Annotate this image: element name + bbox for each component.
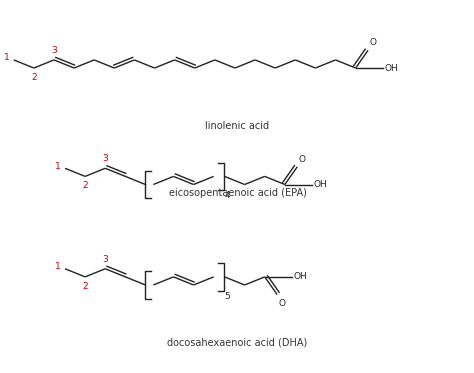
Text: 1: 1 <box>55 262 61 271</box>
Text: linolenic acid: linolenic acid <box>206 121 270 131</box>
Text: 5: 5 <box>225 292 230 301</box>
Text: 3: 3 <box>102 154 108 163</box>
Text: 1: 1 <box>55 162 61 171</box>
Text: eicosopentaenoic acid (EPA): eicosopentaenoic acid (EPA) <box>169 188 307 198</box>
Text: 2: 2 <box>82 181 88 190</box>
Text: O: O <box>278 298 285 308</box>
Text: docosahexaenoic acid (DHA): docosahexaenoic acid (DHA) <box>167 338 308 348</box>
Text: O: O <box>298 155 305 164</box>
Text: 2: 2 <box>82 282 88 291</box>
Text: OH: OH <box>313 180 327 189</box>
Text: 2: 2 <box>31 73 36 82</box>
Text: 3: 3 <box>51 46 57 55</box>
Text: 4: 4 <box>225 191 230 200</box>
Text: 3: 3 <box>102 255 108 264</box>
Text: 1: 1 <box>4 53 10 62</box>
Text: O: O <box>369 38 376 47</box>
Text: OH: OH <box>384 63 398 72</box>
Text: OH: OH <box>293 272 307 281</box>
